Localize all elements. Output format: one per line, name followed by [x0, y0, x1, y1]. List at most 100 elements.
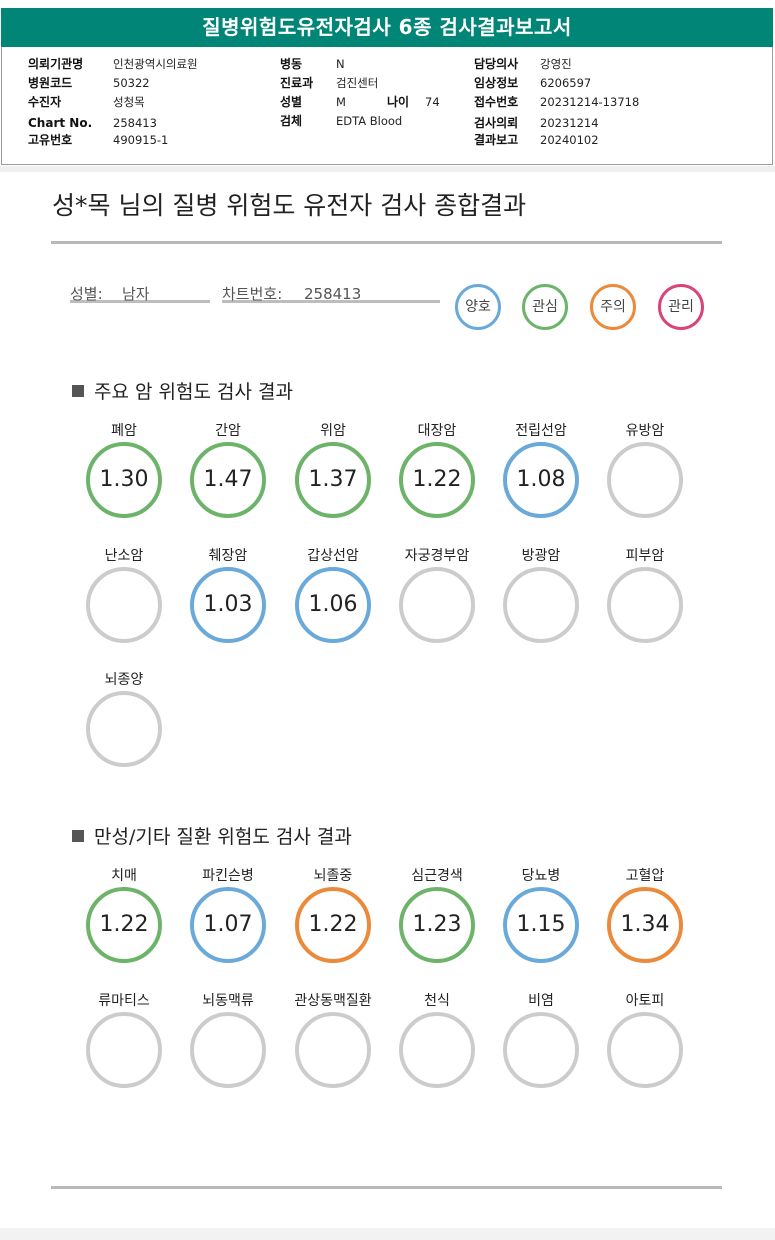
risk-item-name: 관상동맥질환: [294, 993, 372, 1009]
risk-item-name: 피부암: [625, 548, 665, 564]
request-row: 검사의뢰 20231214: [474, 115, 599, 131]
chart-value: 258413: [113, 116, 157, 130]
risk-score-circle: [503, 1012, 579, 1088]
bottom-rule: [51, 1186, 722, 1189]
risk-item-name: 치매: [111, 868, 137, 884]
cancer-section-title-text: 주요 암 위험도 검사 결과: [94, 381, 293, 403]
chronic-section-title-text: 만성/기타 질환 위험도 검사 결과: [94, 826, 352, 848]
institution-value: 인천광역시의료원: [113, 57, 198, 71]
risk-score-circle: [503, 567, 579, 643]
risk-item-name: 아토피: [625, 993, 665, 1009]
risk-score-circle: 1.15: [503, 887, 579, 963]
risk-item-name: 당뇨병: [521, 868, 561, 884]
risk-score-circle: [399, 567, 475, 643]
legend-item: 주의: [590, 284, 636, 330]
age-value: 74: [425, 95, 440, 109]
risk-score-circle: 1.22: [86, 887, 162, 963]
risk-item-name: 췌장암: [208, 548, 248, 564]
result-label: 결과보고: [474, 133, 519, 147]
risk-item-name: 비염: [528, 993, 554, 1009]
risk-item-name: 천식: [424, 993, 450, 1009]
legend-item: 양호: [455, 284, 501, 330]
risk-item-name: 자궁경부암: [404, 548, 470, 564]
risk-item-name: 파킨슨병: [202, 868, 254, 884]
risk-score-circle: 1.22: [399, 442, 475, 518]
request-label: 검사의뢰: [474, 116, 519, 130]
dept-label: 진료과: [280, 76, 314, 90]
chronic-section-title: 만성/기타 질환 위험도 검사 결과: [72, 822, 352, 849]
risk-item-name: 고혈압: [625, 868, 665, 884]
summary-chart-label: 차트번호:: [222, 285, 283, 303]
summary-sex-field: 성별: 남자: [70, 283, 210, 303]
receipt-row: 접수번호 20231214-13718: [474, 94, 639, 110]
risk-item-name: 간암: [215, 423, 241, 439]
ward-value: N: [336, 57, 345, 71]
risk-score-circle: 1.07: [190, 887, 266, 963]
risk-item-name: 뇌종양: [104, 672, 144, 688]
clinical-value: 6206597: [540, 76, 592, 90]
risk-item-name: 뇌졸중: [313, 868, 353, 884]
risk-score-circle: 1.30: [86, 442, 162, 518]
risk-score-circle: [607, 567, 683, 643]
summary-sex-label: 성별:: [70, 285, 103, 303]
chart-label: Chart No.: [28, 116, 93, 130]
risk-item-name: 대장암: [417, 423, 457, 439]
risk-score-circle: 1.22: [295, 887, 371, 963]
risk-score-circle: 1.03: [190, 567, 266, 643]
report-title-banner: 질병위험도유전자검사 6종 검사결과보고서: [1, 8, 773, 47]
summary-sex-value: 남자: [122, 285, 150, 303]
page-bottom-band: [0, 1228, 775, 1240]
dept-value: 검진센터: [336, 76, 379, 90]
risk-score-circle: 1.23: [399, 887, 475, 963]
legend-item: 관심: [522, 284, 568, 330]
receipt-label: 접수번호: [474, 95, 519, 109]
sex-label: 성별: [280, 95, 303, 109]
sex-value: M: [336, 95, 346, 109]
unique-value: 490915-1: [113, 133, 169, 147]
clinical-label: 임상정보: [474, 76, 519, 90]
ward-row: 병동 N: [280, 56, 345, 72]
top-rule: [51, 241, 722, 244]
summary-title: 성*목 님의 질병 위험도 유전자 검사 종합결과: [52, 191, 527, 220]
risk-score-circle: 1.47: [190, 442, 266, 518]
result-row: 결과보고 20240102: [474, 132, 599, 148]
hospital-code-value: 50322: [113, 76, 150, 90]
patient-row: 수진자 성청목: [28, 94, 145, 110]
risk-item-name: 갑상선암: [307, 548, 359, 564]
risk-score-circle: [190, 1012, 266, 1088]
patient-label: 수진자: [28, 95, 62, 109]
risk-item-name: 난소암: [104, 548, 144, 564]
legend-item: 관리: [658, 284, 704, 330]
risk-item-name: 전립선암: [515, 423, 567, 439]
institution-row: 의뢰기관명 인천광역시의료원: [28, 56, 198, 72]
specimen-value: EDTA Blood: [336, 114, 403, 128]
risk-score-circle: [295, 1012, 371, 1088]
risk-item-name: 류마티스: [98, 993, 150, 1009]
unique-row: 고유번호 490915-1: [28, 132, 168, 148]
specimen-label: 검체: [280, 114, 303, 128]
risk-item-name: 위암: [320, 423, 346, 439]
hospital-code-label: 병원코드: [28, 76, 73, 90]
request-value: 20231214: [540, 116, 599, 130]
ward-label: 병동: [280, 57, 303, 71]
patient-info-box: 의뢰기관명 인천광역시의료원 병원코드 50322 수진자 성청목 Chart No.…: [1, 47, 773, 165]
risk-score-circle: 1.06: [295, 567, 371, 643]
unique-label: 고유번호: [28, 133, 73, 147]
age-label: 나이: [387, 95, 410, 109]
report-title: 질병위험도유전자검사 6종 검사결과보고서: [202, 15, 572, 39]
square-bullet-icon: [72, 385, 84, 397]
risk-score-circle: 1.37: [295, 442, 371, 518]
doctor-label: 담당의사: [474, 57, 519, 71]
risk-score-circle: [607, 442, 683, 518]
sex-row: 성별 M 나이 74: [280, 94, 440, 110]
risk-item-name: 유방암: [625, 423, 665, 439]
square-bullet-icon: [72, 830, 84, 842]
chart-row: Chart No. 258413: [28, 115, 157, 131]
risk-item-name: 심근경색: [411, 868, 463, 884]
result-value: 20240102: [540, 133, 599, 147]
doctor-row: 담당의사 강영진: [474, 56, 572, 72]
cancer-section-title: 주요 암 위험도 검사 결과: [72, 377, 293, 404]
institution-label: 의뢰기관명: [28, 57, 84, 71]
summary-chart-value: 258413: [304, 285, 362, 303]
summary-chart-field: 차트번호: 258413: [222, 283, 440, 303]
